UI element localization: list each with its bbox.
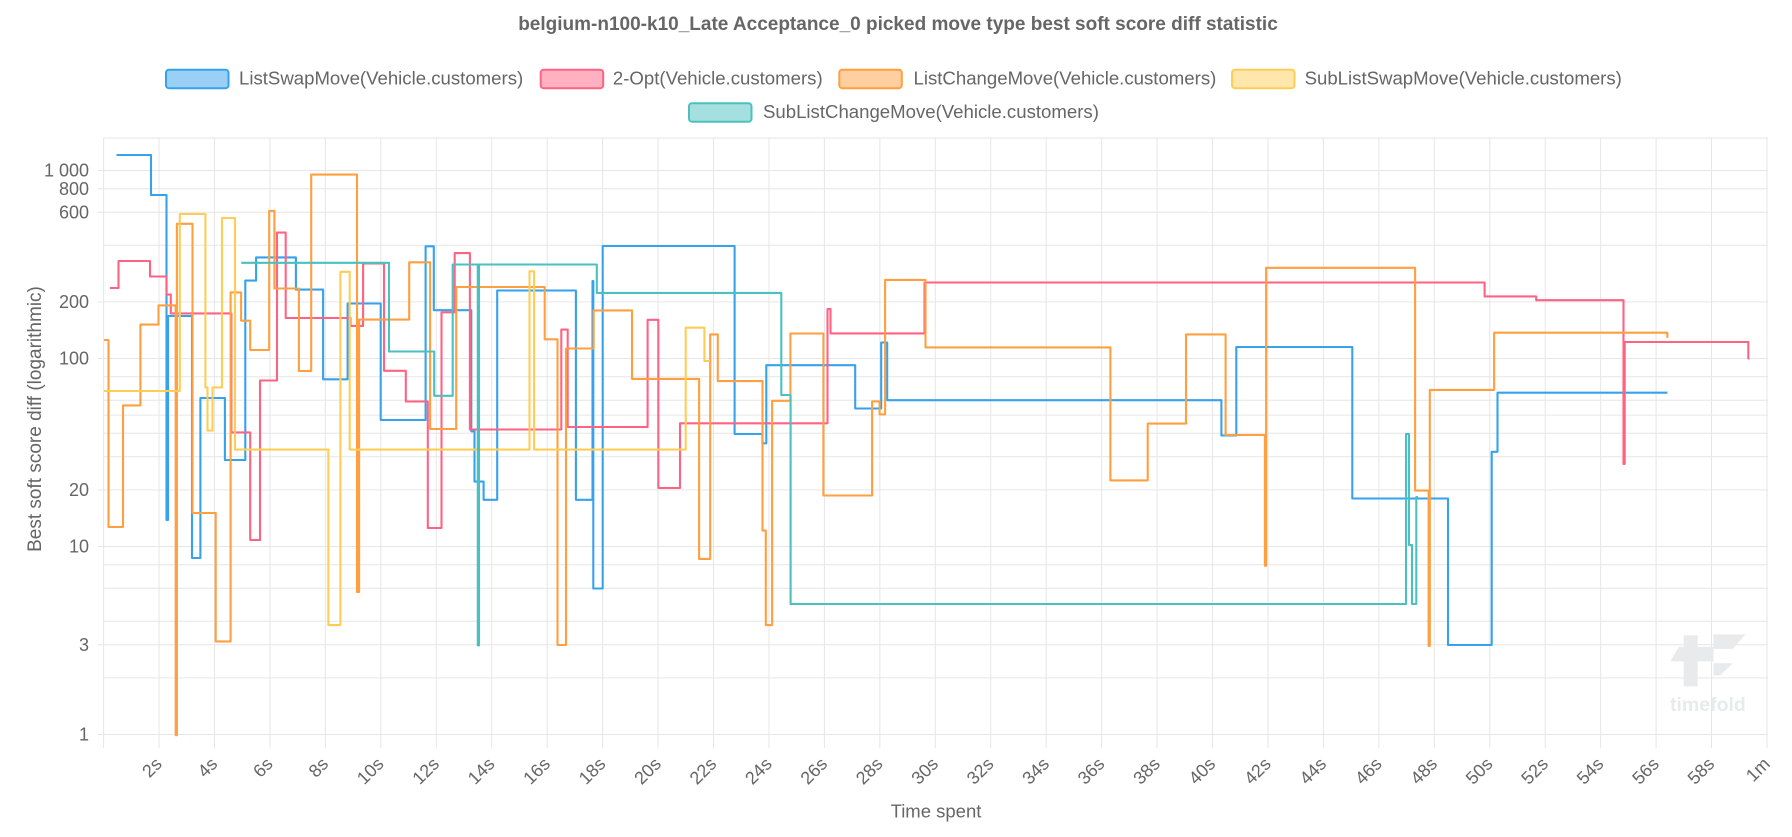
- svg-text:2-Opt(Vehicle.customers): 2-Opt(Vehicle.customers): [613, 68, 823, 89]
- svg-text:ListChangeMove(Vehicle.custome: ListChangeMove(Vehicle.customers): [914, 68, 1217, 89]
- svg-text:SubListSwapMove(Vehicle.custom: SubListSwapMove(Vehicle.customers): [1305, 68, 1622, 89]
- svg-text:800: 800: [59, 179, 89, 199]
- svg-text:20: 20: [69, 480, 89, 500]
- svg-text:1: 1: [79, 725, 89, 745]
- svg-text:timefold: timefold: [1670, 694, 1746, 716]
- svg-text:600: 600: [59, 202, 89, 222]
- svg-text:Best soft score diff (logarith: Best soft score diff (logarithmic): [25, 286, 46, 552]
- svg-text:SubListChangeMove(Vehicle.cust: SubListChangeMove(Vehicle.customers): [763, 101, 1099, 122]
- svg-text:3: 3: [79, 635, 89, 655]
- svg-text:200: 200: [59, 292, 89, 312]
- svg-text:belgium-n100-k10_Late Acceptan: belgium-n100-k10_Late Acceptance_0 picke…: [518, 14, 1278, 35]
- svg-text:ListSwapMove(Vehicle.customers: ListSwapMove(Vehicle.customers): [239, 68, 523, 89]
- svg-text:100: 100: [59, 349, 89, 369]
- svg-text:Time spent: Time spent: [891, 801, 982, 822]
- svg-text:10: 10: [69, 537, 89, 557]
- svg-text:1 000: 1 000: [44, 161, 89, 181]
